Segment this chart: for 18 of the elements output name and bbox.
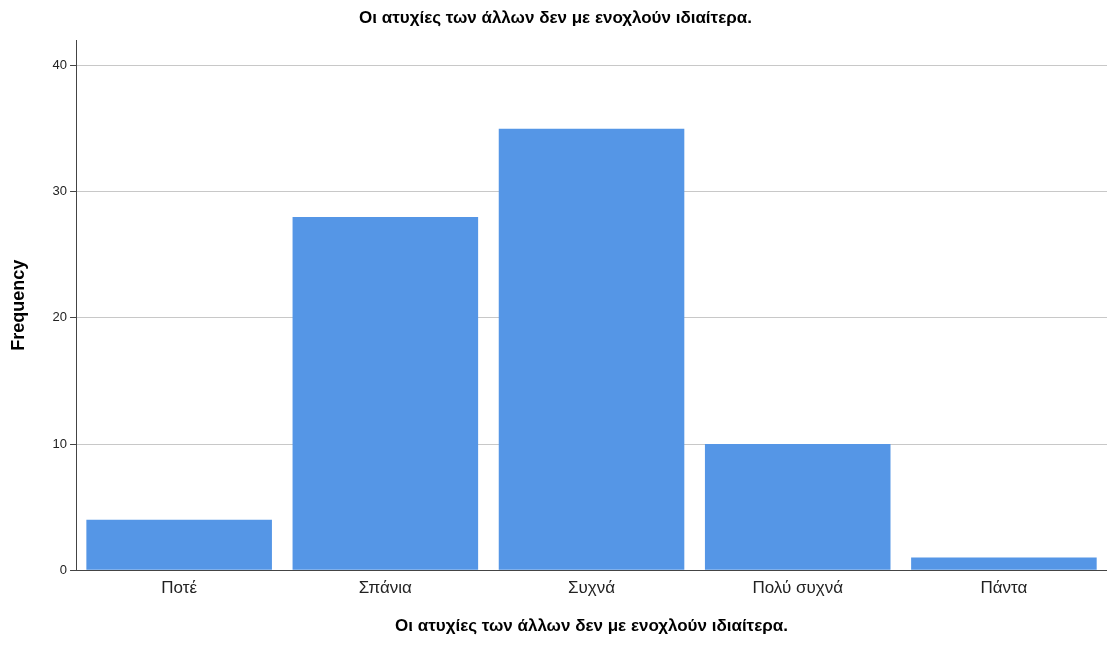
y-tick-label: 20 — [52, 309, 68, 325]
y-tick-label: 0 — [59, 561, 68, 577]
x-tick-label: Πάντα — [980, 578, 1028, 598]
chart-title: Οι ατυχίες των άλλων δεν με ενοχλούν ιδιαίτερα. — [359, 7, 752, 27]
bar — [911, 557, 1097, 570]
bar — [292, 217, 479, 570]
x-tick-label: Σπάνια — [358, 578, 413, 598]
y-axis-title: Frequency — [7, 259, 28, 351]
bar — [704, 444, 891, 570]
x-tick-label: Πολύ συχνά — [752, 578, 844, 598]
y-tick-label: 10 — [52, 435, 68, 451]
x-tick-label: Ποτέ — [161, 578, 198, 598]
bar — [498, 128, 685, 570]
y-tick-label: 40 — [52, 57, 68, 73]
bar — [86, 519, 272, 570]
x-tick-label: Συχνά — [568, 578, 616, 598]
x-axis-title: Οι ατυχίες των άλλων δεν με ενοχλούν ιδιαίτερα. — [395, 616, 788, 636]
y-tick-label: 30 — [52, 183, 68, 199]
